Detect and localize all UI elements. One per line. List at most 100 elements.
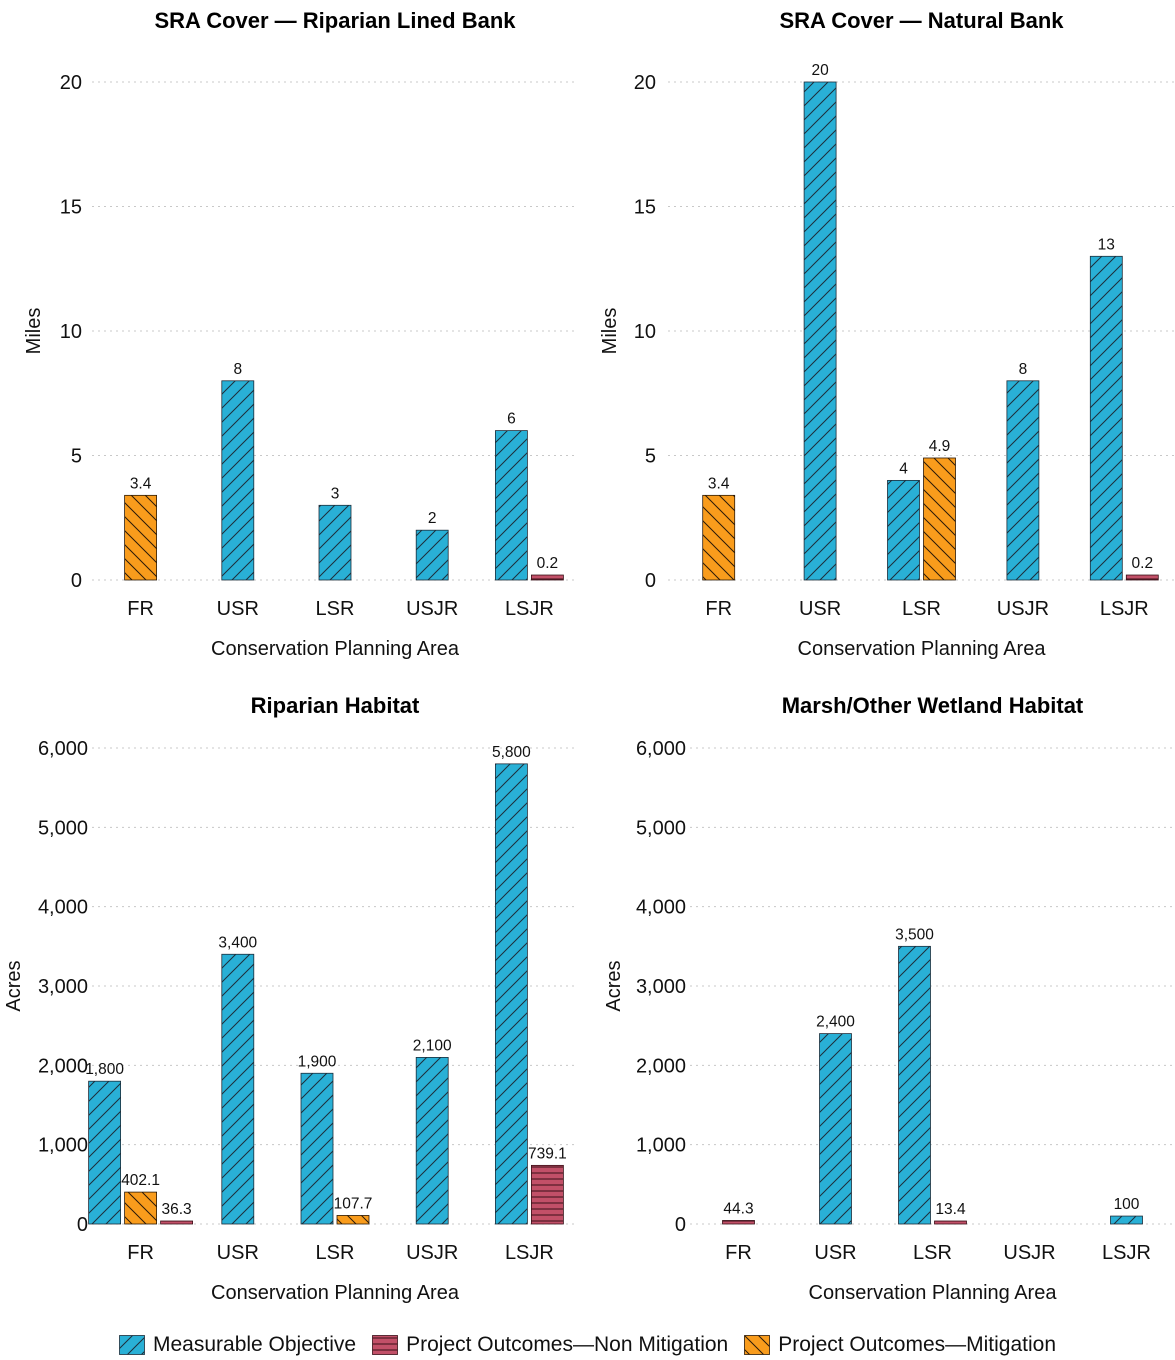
x-axis-label: Conservation Planning Area bbox=[809, 1282, 1058, 1304]
x-tick-label: LSJR bbox=[505, 598, 554, 620]
data-label: 2,400 bbox=[816, 1014, 855, 1031]
data-label: 4 bbox=[899, 460, 908, 477]
bar-objective bbox=[494, 430, 528, 581]
figure: SRA Cover — Riparian Lined Bank05101520M… bbox=[3, 8, 1175, 1304]
y-tick-label: 5,000 bbox=[636, 817, 686, 839]
x-tick-label: USJR bbox=[406, 1242, 458, 1264]
data-label: 739.1 bbox=[528, 1145, 567, 1162]
x-tick-label: USR bbox=[799, 598, 841, 620]
bar-non-mitigation bbox=[722, 1220, 755, 1225]
data-label: 8 bbox=[233, 361, 242, 378]
bar-objective bbox=[415, 1057, 449, 1225]
bar-objective bbox=[494, 763, 528, 1225]
x-tick-label: LSR bbox=[316, 1242, 355, 1264]
x-tick-label: USJR bbox=[406, 598, 458, 620]
x-tick-label: FR bbox=[705, 598, 732, 620]
y-tick-label: 3,000 bbox=[38, 976, 88, 998]
chart-title: SRA Cover — Natural Bank bbox=[779, 8, 1064, 33]
chart-title: Marsh/Other Wetland Habitat bbox=[782, 693, 1084, 718]
y-tick-label: 2,000 bbox=[38, 1055, 88, 1077]
bar-objective bbox=[898, 945, 931, 1225]
legend-swatch-non-mitigation bbox=[372, 1335, 398, 1355]
x-axis-label: Conservation Planning Area bbox=[211, 638, 460, 660]
data-label: 13 bbox=[1098, 236, 1115, 253]
legend-swatch-objective bbox=[119, 1335, 145, 1355]
bar-non-mitigation bbox=[1125, 574, 1159, 581]
legend-label-non-mitigation: Project Outcomes—Non Mitigation bbox=[406, 1333, 729, 1356]
legend-item-non-mitigation: Project Outcomes—Non Mitigation bbox=[372, 1333, 728, 1357]
bar-objective bbox=[1006, 380, 1040, 581]
x-tick-label: USJR bbox=[1003, 1242, 1055, 1264]
y-tick-label: 15 bbox=[60, 197, 82, 219]
bar-non-mitigation bbox=[160, 1220, 194, 1225]
data-label: 402.1 bbox=[121, 1172, 160, 1189]
bar-objective bbox=[803, 81, 837, 581]
y-tick-label: 4,000 bbox=[38, 897, 88, 919]
data-label: 3.4 bbox=[130, 475, 152, 492]
data-label: 3 bbox=[331, 485, 340, 502]
chart-panel-2: SRA Cover — Natural Bank 0 5 10 15 20 Miles FR 3… bbox=[599, 8, 1175, 660]
legend: Measurable Objective Project Outcomes—No… bbox=[0, 1330, 1175, 1360]
y-tick-label: 1,000 bbox=[636, 1135, 686, 1157]
data-label: 2,100 bbox=[413, 1037, 452, 1054]
data-label: 4.9 bbox=[929, 438, 951, 455]
x-tick-label: USJR bbox=[997, 598, 1049, 620]
data-label: 44.3 bbox=[723, 1200, 753, 1217]
bar-objective bbox=[300, 1072, 334, 1225]
data-label: 1,900 bbox=[298, 1053, 337, 1070]
bar-objective bbox=[318, 504, 352, 581]
chart-title: Riparian Habitat bbox=[251, 693, 420, 718]
bar-non-mitigation bbox=[531, 1164, 564, 1225]
chart-panel-1: SRA Cover — Riparian Lined Bank 0 5 10 15 20 M… bbox=[23, 8, 578, 660]
data-label: 0.2 bbox=[537, 555, 559, 572]
data-label: 3,400 bbox=[218, 934, 257, 951]
y-tick-label: 0 bbox=[645, 570, 656, 592]
bar-objective bbox=[88, 1080, 121, 1225]
bar-objective bbox=[221, 953, 255, 1225]
data-label: 100 bbox=[1114, 1196, 1140, 1213]
bar-mitigation bbox=[336, 1215, 370, 1225]
x-tick-label: FR bbox=[127, 1242, 154, 1264]
y-tick-label: 6,000 bbox=[636, 738, 686, 760]
chart-panel-4: Marsh/Other Wetland Habitat 0 1,000 2,000 3,… bbox=[603, 693, 1175, 1304]
bar-mitigation bbox=[124, 1191, 157, 1225]
bar-objective bbox=[1089, 255, 1123, 581]
x-tick-label: LSJR bbox=[1102, 1242, 1151, 1264]
legend-label-objective: Measurable Objective bbox=[152, 1333, 357, 1356]
y-tick-label: 2,000 bbox=[636, 1055, 686, 1077]
bar-objective bbox=[221, 380, 255, 581]
data-label: 107.7 bbox=[334, 1195, 373, 1212]
y-tick-label: 10 bbox=[60, 321, 82, 343]
y-tick-label: 0 bbox=[77, 1214, 88, 1236]
legend-item-objective: Measurable Objective bbox=[119, 1333, 356, 1357]
data-label: 3.4 bbox=[708, 475, 730, 492]
y-tick-label: 1,000 bbox=[38, 1135, 88, 1157]
y-tick-label: 15 bbox=[634, 197, 656, 219]
bar-non-mitigation bbox=[934, 1220, 967, 1225]
data-label: 1,800 bbox=[85, 1061, 124, 1078]
x-tick-label: USR bbox=[814, 1242, 856, 1264]
y-tick-label: 0 bbox=[71, 570, 82, 592]
y-tick-label: 5 bbox=[71, 446, 82, 468]
data-label: 0.2 bbox=[1132, 555, 1154, 572]
x-tick-label: LSR bbox=[902, 598, 941, 620]
y-tick-label: 5 bbox=[645, 446, 656, 468]
x-axis-label: Conservation Planning Area bbox=[211, 1282, 460, 1304]
bar-mitigation bbox=[124, 494, 157, 581]
legend-label-mitigation: Project Outcomes—Mitigation bbox=[778, 1333, 1057, 1356]
y-tick-label: 6,000 bbox=[38, 738, 88, 760]
x-axis-label: Conservation Planning Area bbox=[798, 638, 1047, 660]
y-tick-label: 10 bbox=[634, 321, 656, 343]
data-label: 6 bbox=[507, 411, 516, 428]
chart-panel-3: Riparian Habitat 0 1,000 2,000 3,000 4,000 5,0… bbox=[3, 693, 578, 1304]
x-tick-label: FR bbox=[725, 1242, 752, 1264]
y-axis-label: Miles bbox=[23, 308, 45, 355]
bar-mitigation bbox=[702, 494, 736, 581]
x-tick-label: LSR bbox=[913, 1242, 952, 1264]
y-axis-label: Miles bbox=[599, 308, 621, 355]
data-label: 2 bbox=[428, 510, 437, 527]
bar-objective bbox=[1110, 1215, 1143, 1225]
data-label: 13.4 bbox=[935, 1201, 966, 1218]
y-tick-label: 20 bbox=[634, 72, 656, 94]
x-tick-label: USR bbox=[217, 1242, 259, 1264]
